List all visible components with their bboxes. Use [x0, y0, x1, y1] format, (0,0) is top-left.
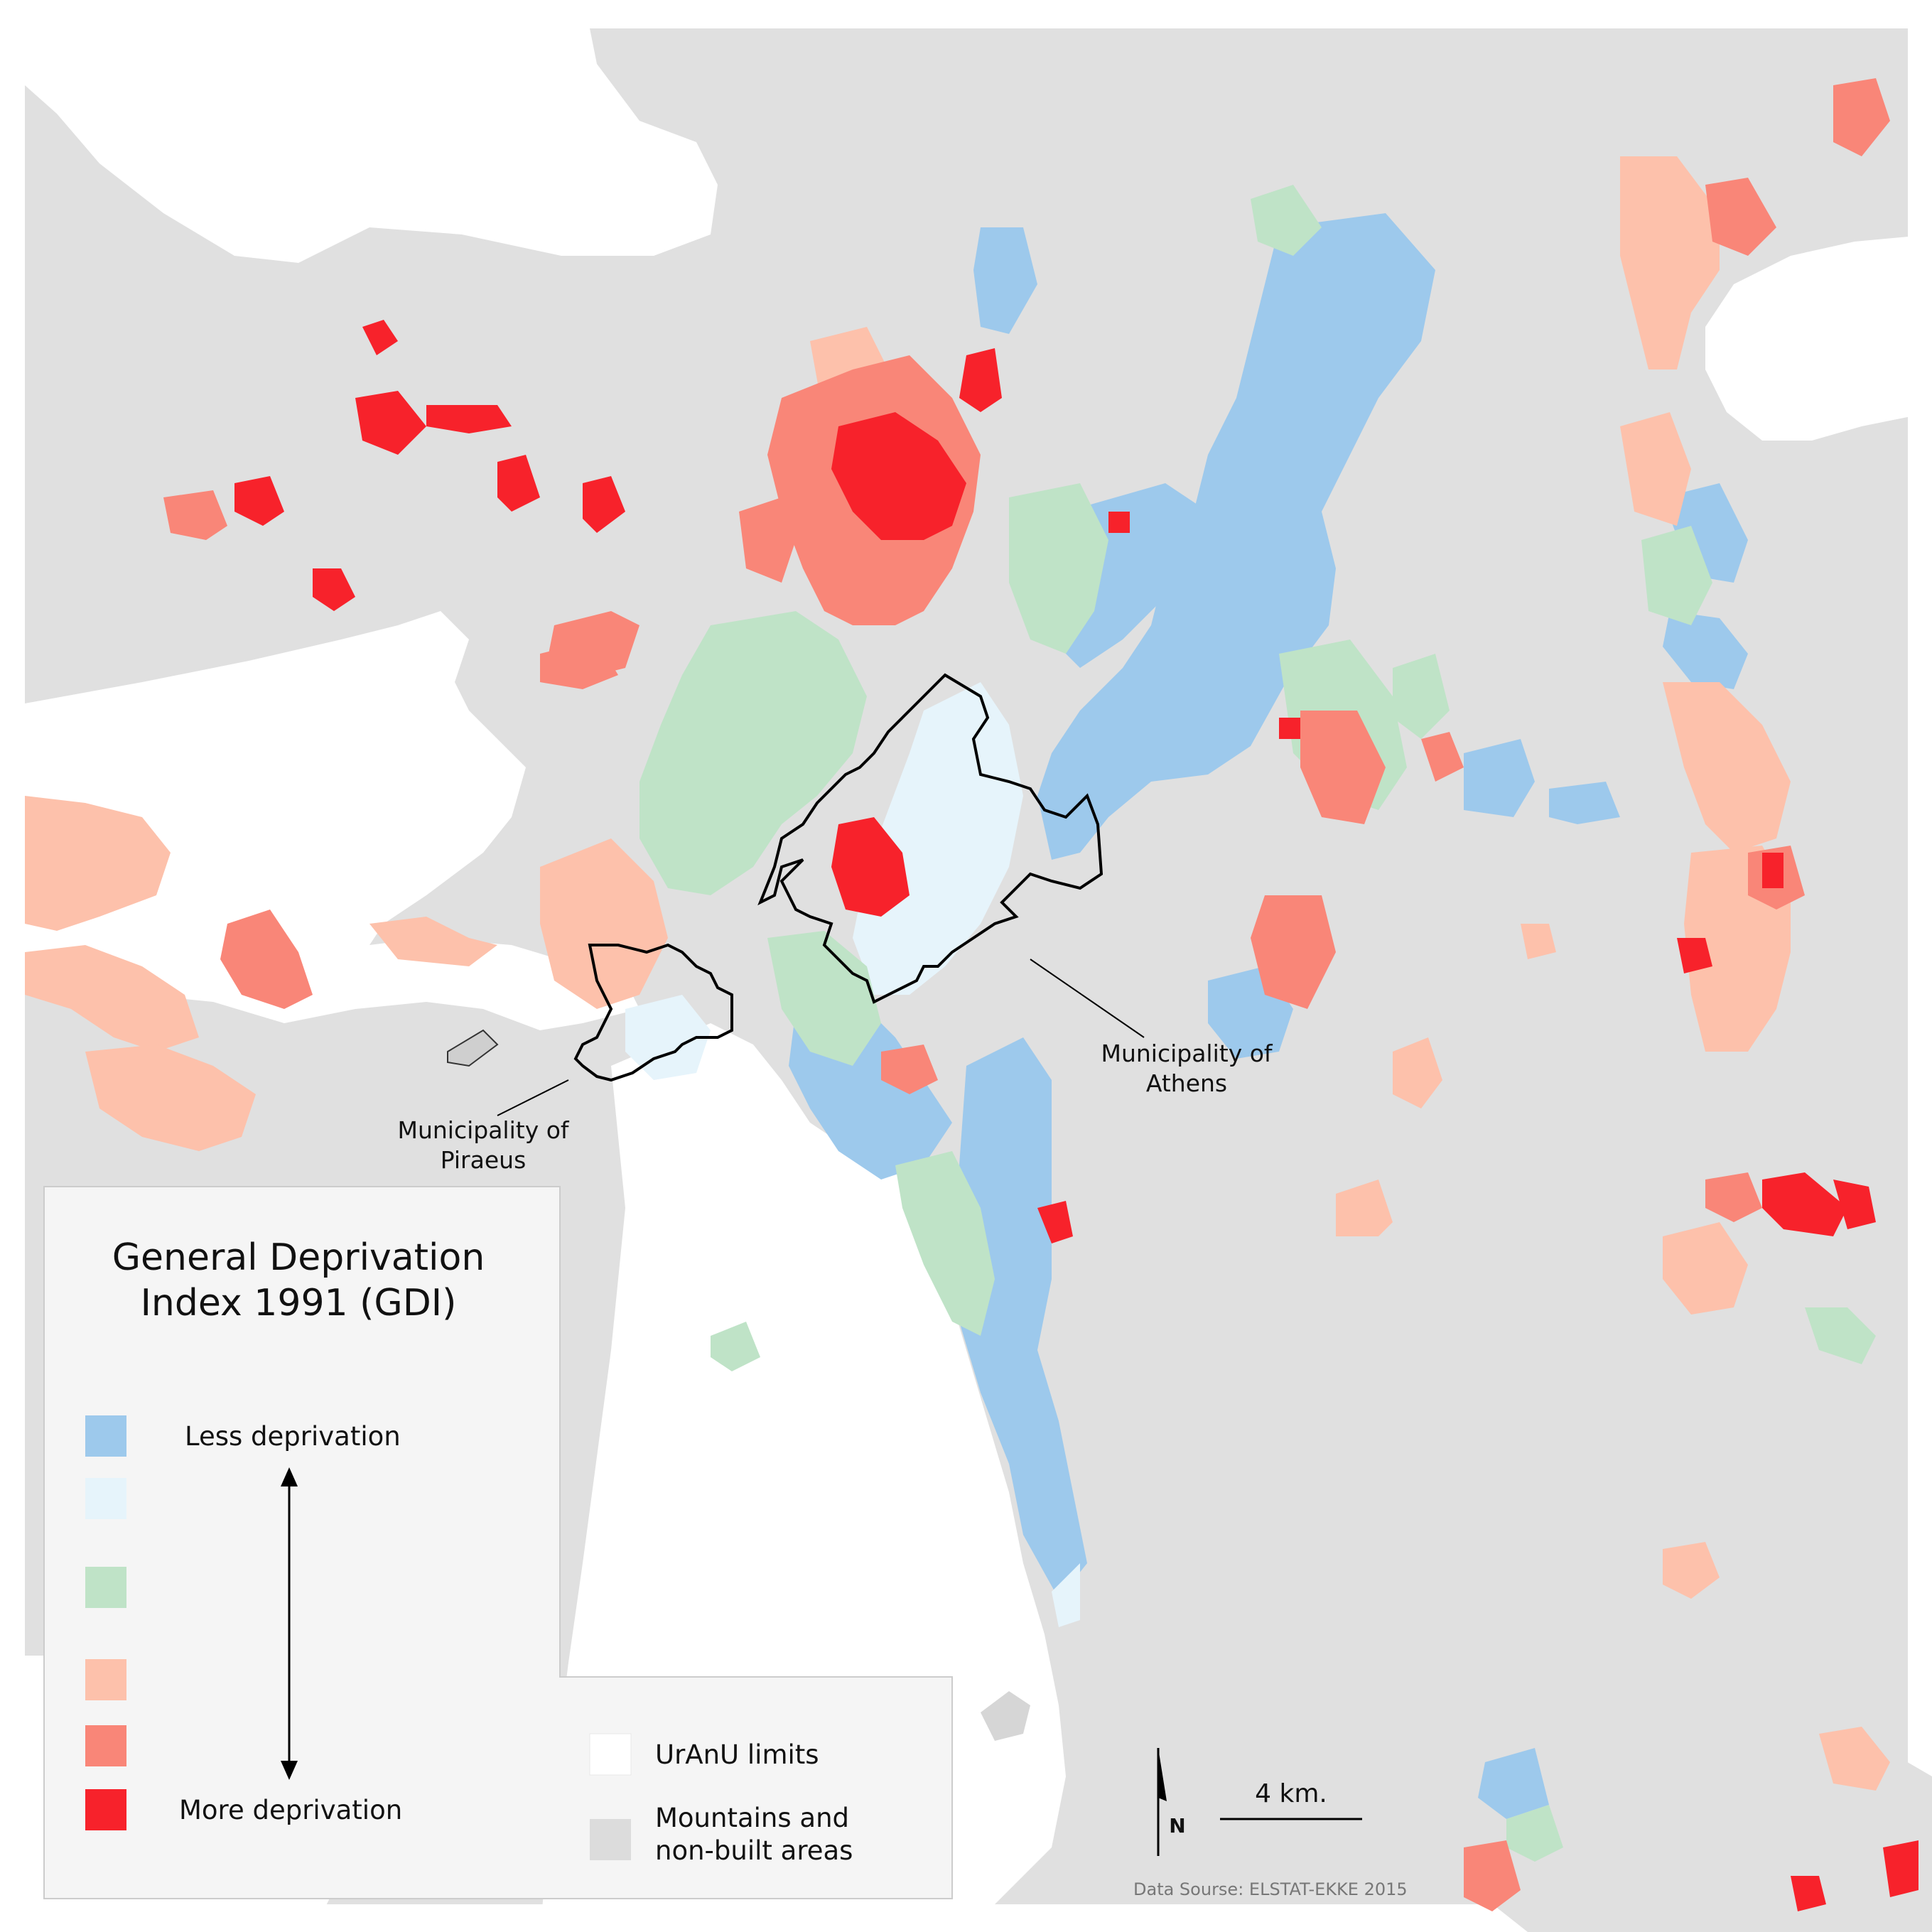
legend-swatch-very-low: [85, 1478, 126, 1519]
legend-panel: [43, 1186, 953, 1899]
legend-uranu-label: UrAnU limits: [655, 1739, 819, 1770]
legend-less-label: Less deprivation: [185, 1421, 401, 1452]
island: [447, 1029, 499, 1067]
most-deprivation-areas: [234, 320, 1918, 1911]
athens-label: Municipality of Athens: [1087, 1039, 1286, 1099]
middle-deprivation-areas: [639, 185, 1876, 1862]
athens-leader-line: [1030, 959, 1145, 1038]
legend-swatch-moderate: [85, 1659, 126, 1700]
legend-swatch-middle: [85, 1567, 126, 1608]
island: [981, 1691, 1030, 1741]
north-label: N: [1169, 1814, 1186, 1837]
data-source-label: Data Sourse: ELSTAT-EKKE 2015: [1133, 1879, 1408, 1899]
piraeus-leader-line: [497, 1079, 569, 1116]
very-low-deprivation-areas: [625, 682, 1080, 1627]
athens-label-line2: Athens: [1145, 1069, 1228, 1098]
legend-mountains-line1: Mountains and: [655, 1803, 850, 1833]
legend-swatch-most: [85, 1789, 126, 1830]
less-deprivation-areas: [789, 213, 1748, 1819]
deprivation-scale-arrow: [281, 1467, 298, 1780]
piraeus-label-line1: Municipality of: [397, 1116, 569, 1144]
north-arrow-icon: [1157, 1748, 1167, 1856]
mountains-swatch: [590, 1819, 631, 1860]
legend-swatch-high: [85, 1725, 126, 1766]
piraeus-municipality-boundary: [573, 943, 733, 1082]
high-deprivation-areas: [163, 78, 1890, 1911]
legend-mountains-line2: non-built areas: [655, 1835, 853, 1866]
athens-municipality-boundary: [757, 673, 1103, 1004]
uranu-limits-swatch: [589, 1733, 632, 1776]
scale-bar-label: 4 km.: [1255, 1779, 1327, 1808]
piraeus-label: Municipality of Piraeus: [384, 1116, 583, 1175]
legend-mountains-label: Mountains and non-built areas: [655, 1802, 853, 1867]
piraeus-label-line2: Piraeus: [440, 1146, 527, 1175]
legend-title: General Deprivation Index 1991 (GDI): [43, 1235, 554, 1326]
athens-label-line1: Municipality of: [1101, 1040, 1273, 1067]
legend-title-line2: Index 1991 (GDI): [140, 1282, 457, 1324]
legend-more-label: More deprivation: [179, 1795, 403, 1825]
legend-title-line1: General Deprivation: [112, 1236, 485, 1279]
legend-swatch-less: [85, 1415, 126, 1457]
